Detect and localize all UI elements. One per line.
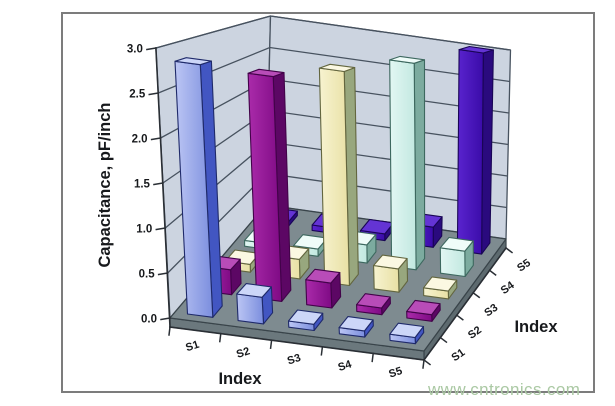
bar-S3-S2-top	[305, 268, 341, 284]
bar-S4-S3-top	[373, 254, 408, 270]
front-tick-5	[422, 359, 425, 369]
front-tick-3	[320, 345, 324, 356]
category-axis-right	[422, 246, 508, 362]
bar-S4-S4-top	[389, 55, 426, 64]
front-category-label-S5: S5	[387, 365, 404, 381]
depth-category-label-S2: S2	[466, 324, 484, 342]
front-category-label-S2: S2	[235, 345, 252, 361]
value-tick-0.5	[157, 272, 169, 276]
bar-S4-S3-front	[373, 264, 400, 293]
value-tick-0.0	[160, 317, 171, 321]
depth-category-label-S5: S5	[515, 257, 533, 275]
bar-S4-S2-top	[356, 293, 391, 309]
value-tick-label-1.0: 1.0	[136, 224, 152, 236]
value-tick-label-2.0: 2.0	[132, 134, 148, 146]
bar-S5-S4-front	[439, 247, 466, 278]
gridline-3.0	[155, 15, 511, 51]
value-tick-label-3.0: 3.0	[127, 44, 143, 56]
bar-S4-S4-front	[389, 59, 417, 271]
depth-tick-1	[439, 336, 448, 344]
value-tick-3.0	[146, 47, 157, 51]
value-axis	[155, 47, 171, 328]
value-tick-label-1.5: 1.5	[134, 179, 151, 191]
front-tick-1	[218, 332, 222, 343]
bar-S3-S3-front	[318, 67, 350, 287]
depth-category-label-S3: S3	[482, 302, 500, 320]
bar-S5-S2-top	[406, 299, 441, 316]
bar-S2-S1-top	[236, 283, 272, 298]
value-tick-1.0	[155, 227, 167, 231]
depth-category-label-S1: S1	[450, 347, 468, 365]
bar-S5-S1-top	[389, 322, 424, 339]
value-axis-title: Capacitance, pF/inch	[96, 102, 114, 267]
value-tick-1.5	[153, 182, 164, 186]
depth-tick-5	[504, 246, 514, 254]
front-axis-title: Index	[218, 370, 262, 388]
depth-tick-2	[455, 314, 464, 321]
bar-S2-S1-front	[236, 293, 265, 325]
bar-S3-S3-top	[318, 63, 356, 73]
bar-S3-S2-front	[305, 279, 333, 309]
value-tick-label-2.5: 2.5	[129, 89, 146, 101]
bar-S5-S3-top	[423, 276, 458, 292]
value-tick-2.5	[148, 92, 160, 96]
front-category-label-S3: S3	[286, 352, 303, 368]
depth-axis-title: Index	[514, 318, 558, 336]
front-category-label-S1: S1	[184, 339, 201, 355]
depth-tick-0	[422, 358, 432, 366]
bar-S3-S1-top	[287, 309, 324, 325]
watermark: www.cntronics.com	[428, 380, 581, 399]
bar-S2-S2-top	[247, 68, 285, 78]
front-category-label-S4: S4	[337, 358, 354, 374]
bar-S5-S4-top	[439, 236, 474, 252]
front-tick-2	[269, 339, 273, 350]
depth-tick-3	[472, 291, 481, 299]
bar-S4-S1-top	[338, 316, 374, 332]
depth-category-label-S4: S4	[499, 279, 518, 297]
front-tick-4	[371, 352, 375, 363]
bar-S5-S5-top	[458, 45, 494, 54]
category-axis-front	[169, 326, 425, 361]
value-tick-label-0.0: 0.0	[141, 314, 157, 326]
value-tick-label-0.5: 0.5	[139, 269, 156, 281]
depth-tick-4	[488, 269, 497, 276]
bar-S5-S5-front	[456, 49, 484, 255]
front-tick-0	[168, 326, 171, 336]
bar-S1-S1-top	[174, 57, 212, 66]
value-tick-2.0	[150, 137, 162, 141]
